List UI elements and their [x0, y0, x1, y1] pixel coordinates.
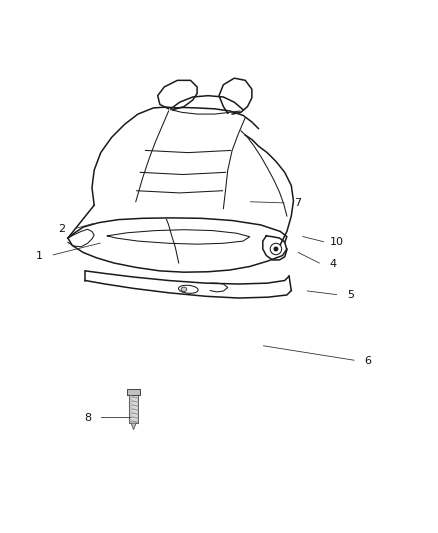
- Text: 4: 4: [329, 260, 336, 269]
- Text: 10: 10: [330, 237, 344, 247]
- Text: 8: 8: [84, 413, 91, 423]
- Text: 2: 2: [58, 224, 65, 235]
- Bar: [129, 394, 138, 423]
- Text: 5: 5: [347, 290, 354, 300]
- Text: 7: 7: [294, 198, 301, 208]
- Bar: [127, 390, 140, 394]
- Text: 6: 6: [364, 356, 371, 366]
- Circle shape: [274, 247, 278, 251]
- Ellipse shape: [181, 287, 187, 292]
- Polygon shape: [131, 423, 136, 430]
- Text: 1: 1: [36, 251, 43, 261]
